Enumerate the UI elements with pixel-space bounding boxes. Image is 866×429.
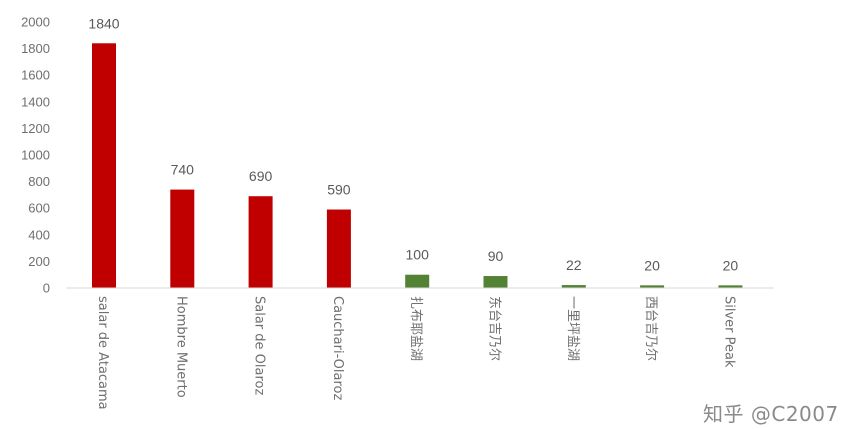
data-label: 20 (723, 257, 739, 273)
data-label: 690 (249, 168, 273, 184)
y-tick-label: 1400 (21, 94, 50, 109)
x-tick-label: Hombre Muerto (173, 296, 188, 398)
bars (92, 43, 743, 288)
y-tick-label: 1800 (21, 41, 50, 56)
y-axis: 0 200 400 600 800 1000 1200 1400 1600 1800 2000 (21, 15, 50, 296)
bar (561, 285, 586, 288)
x-tick-label: salar de Atacama (95, 296, 110, 410)
y-tick-label: 1200 (21, 121, 50, 136)
x-axis: salar de Atacama Hombre Muerto Salar de Ol… (95, 296, 736, 410)
x-tick-label: Cauchari-Olaroz (330, 296, 345, 400)
y-tick-label: 800 (28, 174, 50, 189)
data-label: 20 (644, 257, 660, 273)
x-tick-label: 西台吉乃尔 (643, 296, 658, 361)
bar (170, 189, 195, 288)
data-label: 1840 (88, 15, 119, 31)
x-tick-label: 扎布耶盐湖 (408, 296, 423, 361)
data-label: 90 (488, 248, 504, 264)
x-tick-label: 东台吉乃尔 (487, 296, 502, 361)
x-tick-label: 一里坪盐湖 (565, 296, 580, 361)
y-tick-label: 2000 (21, 15, 50, 30)
y-tick-label: 200 (28, 254, 50, 269)
watermark: 知乎 @C2007 (703, 402, 839, 426)
x-tick-label: Silver Peak (721, 296, 736, 368)
bar (248, 196, 273, 288)
data-labels: 1840 740 690 590 100 90 22 20 20 (88, 15, 738, 273)
x-tick-label: Salar de Olaroz (252, 296, 267, 395)
data-label: 590 (327, 182, 351, 198)
bar (718, 285, 743, 288)
bar (326, 209, 351, 288)
data-label: 22 (566, 257, 582, 273)
bar (483, 276, 508, 288)
data-label: 100 (406, 247, 430, 263)
data-label: 740 (171, 162, 195, 178)
bar (92, 43, 116, 288)
y-tick-label: 1600 (21, 68, 50, 83)
y-tick-label: 600 (28, 201, 50, 216)
y-tick-label: 400 (28, 227, 50, 242)
bar (640, 285, 665, 288)
bar (405, 274, 430, 288)
y-tick-label: 0 (43, 281, 50, 296)
y-tick-label: 1000 (21, 148, 50, 163)
